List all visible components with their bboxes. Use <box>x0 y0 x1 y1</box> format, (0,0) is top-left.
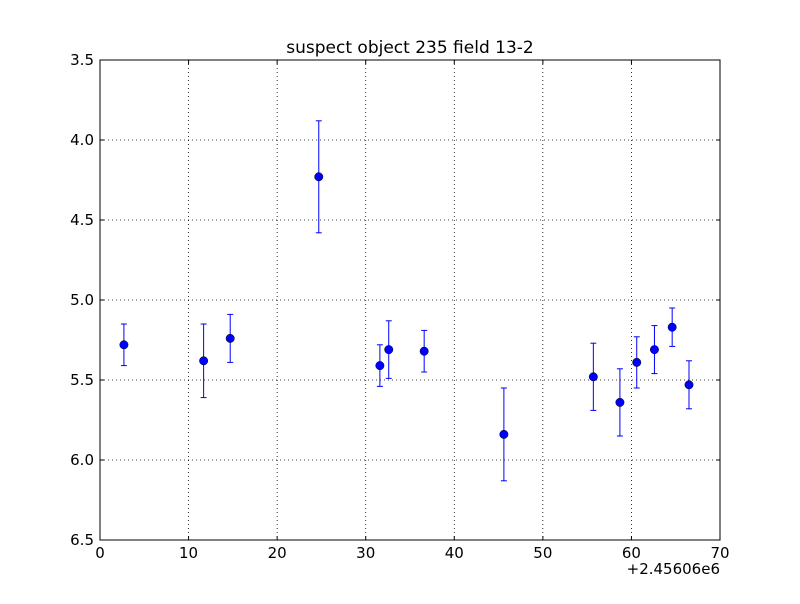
chart-title: suspect object 235 field 13-2 <box>286 38 533 58</box>
y-tick-label: 4.5 <box>70 211 94 229</box>
data-point <box>650 345 659 355</box>
data-point <box>615 397 625 407</box>
plot-frame <box>99 59 721 541</box>
data-point <box>384 345 394 355</box>
grid <box>100 60 720 540</box>
data-point <box>199 356 209 366</box>
x-tick-label: 20 <box>268 544 287 562</box>
data-point <box>314 172 324 182</box>
data-point <box>632 357 642 367</box>
x-offset-label: +2.45606e6 <box>627 560 720 578</box>
data-point <box>499 429 509 439</box>
axis-ticks: 0 10 20 30 40 50 60 70 3.5 4.0 4.5 5.0 5.5 6.0 6.5 <box>70 51 729 562</box>
y-tick-label: 4.0 <box>70 131 94 149</box>
data-point <box>588 372 598 382</box>
data-point <box>375 361 385 371</box>
x-tick-label: 60 <box>622 544 641 562</box>
x-tick-label: 10 <box>179 544 198 562</box>
x-tick-label: 50 <box>533 544 552 562</box>
x-tick-label: 40 <box>445 544 464 562</box>
data-points <box>119 120 694 482</box>
data-point <box>684 380 694 390</box>
data-point <box>119 340 129 350</box>
x-tick-label: 0 <box>95 544 105 562</box>
y-tick-label: 6.5 <box>70 531 94 549</box>
y-tick-label: 3.5 <box>70 51 94 69</box>
x-tick-label: 30 <box>356 544 375 562</box>
data-point <box>667 322 677 332</box>
y-tick-label: 5.0 <box>70 291 94 309</box>
y-tick-label: 5.5 <box>70 371 94 389</box>
data-point <box>419 346 429 356</box>
data-point <box>225 333 235 343</box>
x-tick-label: 70 <box>710 544 729 562</box>
y-tick-label: 6.0 <box>70 451 94 469</box>
